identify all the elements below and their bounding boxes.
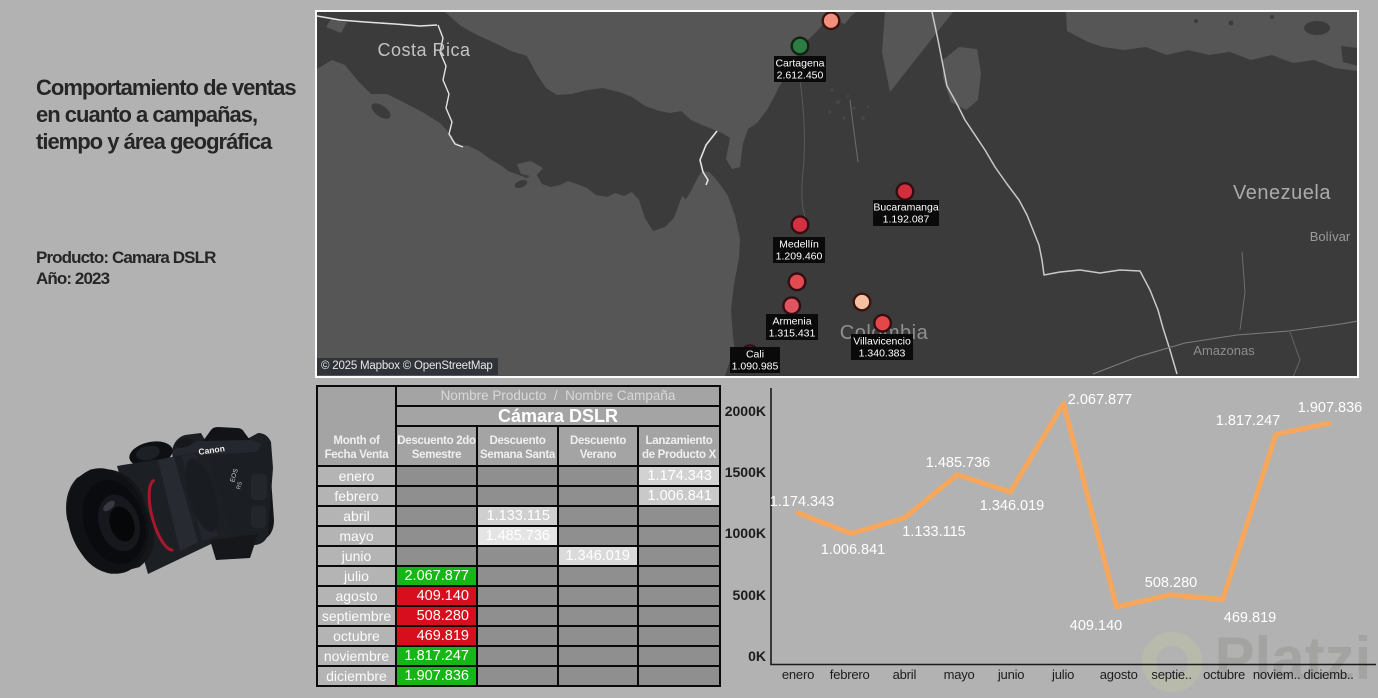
svg-text:Costa Rica: Costa Rica [377, 40, 471, 60]
svg-text:1.090.985: 1.090.985 [732, 361, 779, 373]
svg-text:Canon: Canon [198, 443, 226, 457]
svg-text:EOS: EOS [229, 467, 240, 483]
svg-text:1.340.383: 1.340.383 [859, 348, 906, 360]
svg-text:Cartagena: Cartagena [775, 58, 824, 70]
svg-text:Amazonas: Amazonas [1193, 343, 1255, 358]
svg-text:1.315.431: 1.315.431 [769, 328, 816, 340]
svg-text:Villavicencio: Villavicencio [853, 336, 911, 348]
svg-text:Bolívar: Bolívar [1310, 229, 1351, 244]
svg-text:Medellín: Medellín [779, 239, 819, 251]
svg-text:Bucaramanga: Bucaramanga [873, 202, 939, 214]
svg-text:1.209.460: 1.209.460 [776, 251, 823, 263]
svg-text:Cali: Cali [746, 349, 764, 361]
svg-text:1.192.087: 1.192.087 [883, 214, 930, 226]
svg-text:Venezuela: Venezuela [1233, 182, 1331, 204]
svg-text:2.612.450: 2.612.450 [777, 70, 824, 82]
svg-text:R5: R5 [236, 481, 244, 491]
svg-text:Armenia: Armenia [772, 316, 811, 328]
svg-text:Platzi: Platzi [1215, 625, 1372, 692]
